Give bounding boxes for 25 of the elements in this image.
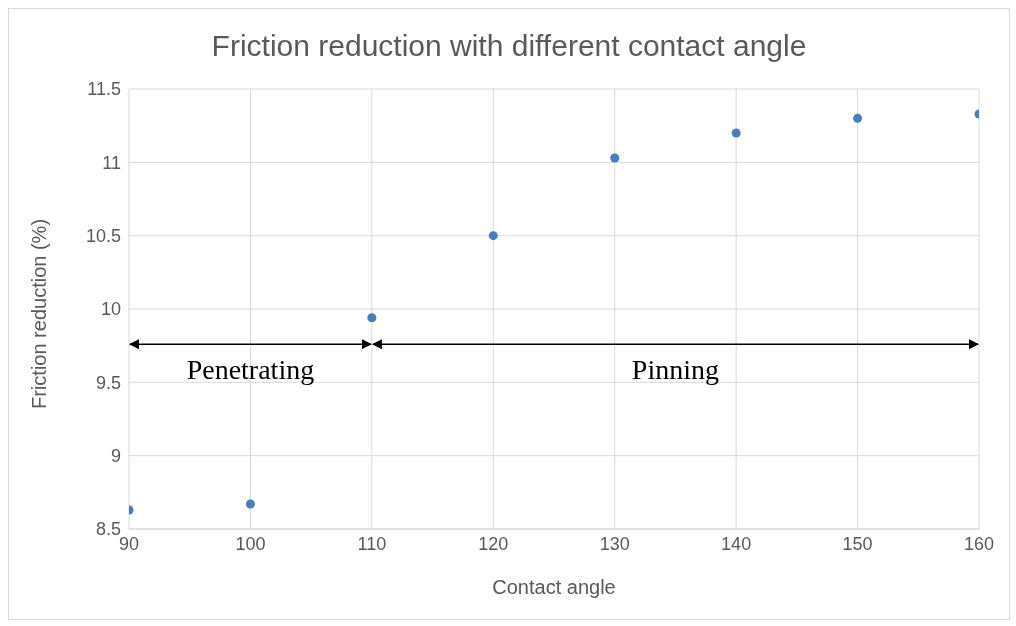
x-tick-label: 160 — [963, 533, 995, 554]
x-tick-label: 140 — [721, 533, 752, 554]
y-tick-label: 11 — [102, 152, 121, 173]
chart-title: Friction reduction with different contact angle — [210, 29, 808, 63]
y-tick-label: 8.5 — [95, 519, 121, 540]
point — [610, 153, 620, 163]
y-tick-label: 9 — [110, 446, 121, 467]
x-axis-title: Contact angle — [492, 576, 616, 598]
annotation: Penetrating — [186, 353, 315, 385]
point — [245, 499, 255, 509]
y-tick-label: 10.5 — [85, 226, 121, 247]
y-tick-label: 10 — [100, 299, 121, 320]
point — [853, 113, 863, 123]
x-tick-label: 110 — [357, 533, 387, 554]
point — [731, 128, 741, 138]
x-tick-label: 120 — [478, 533, 509, 554]
x-tick-label: 100 — [235, 533, 266, 554]
y-tick-label: 9.5 — [95, 372, 121, 393]
x-tick-label: 130 — [599, 533, 630, 554]
annotation: Pinning — [631, 353, 719, 385]
y-axis-title: Friction reduction (%) — [28, 218, 51, 409]
point — [488, 231, 498, 241]
point — [367, 313, 377, 323]
y-tick-label: 11.5 — [87, 79, 121, 100]
x-tick-label: 150 — [842, 533, 873, 554]
